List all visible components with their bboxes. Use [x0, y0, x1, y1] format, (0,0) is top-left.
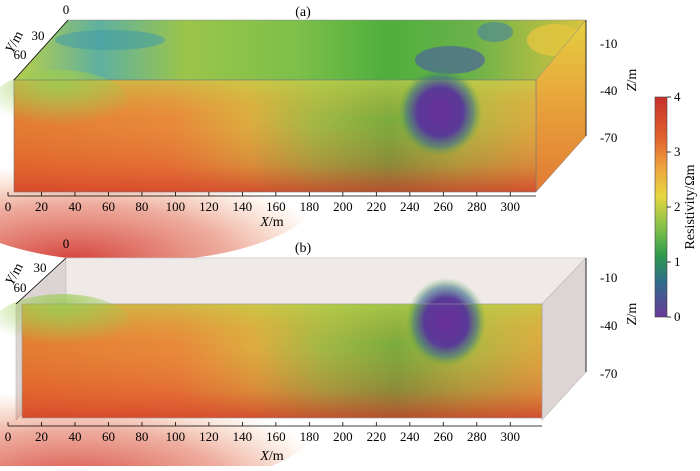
- panel-b-top-face: [15, 257, 587, 305]
- panel-a-top-blue-patch-2: [415, 46, 485, 74]
- panel-a-low-anomaly: [398, 68, 482, 156]
- panel-a-x-tick-label: 80: [135, 199, 148, 214]
- panel-b-x-tick-label: 300: [501, 429, 521, 444]
- panel-a-x-tick-label: 200: [333, 199, 353, 214]
- panel-b-x-tick-label: 220: [367, 429, 387, 444]
- panel-b-x-axis: X/m 0 20 40 60 80 100 120 140 160 180 200 220 240 260…: [5, 422, 542, 464]
- panel-b-y-axis: 0 30 60 Y/m: [3, 236, 70, 305]
- panel-b-z-tick-40: -40: [600, 318, 617, 333]
- panel-a-y-tick-60: 60: [14, 47, 27, 62]
- colorbar-tick-label: 4: [674, 89, 681, 104]
- panel-a-x-tick-label: 0: [5, 199, 12, 214]
- panel-b-green-lobe: [0, 294, 132, 358]
- panel-b-x-tick-label: 140: [233, 429, 253, 444]
- panel-b-x-tick-label: 60: [102, 429, 115, 444]
- panel-a-top-blue-patch-3: [477, 22, 513, 42]
- panel-b-x-tick-label: 180: [300, 429, 320, 444]
- panel-b: (b) 0 30 60 Y/m -10 -40 -70 Z/m X/m 0 20 4…: [0, 236, 640, 471]
- panel-a-x-tick-label: 100: [166, 199, 186, 214]
- panel-a-x-axis: X/m 0 20 40 60 80 100 120 140 160 180 200 220 240 260…: [5, 192, 536, 230]
- colorbar-gradient: [654, 96, 668, 318]
- panel-a-z-axis: -10 -40 -70 Z/m: [585, 20, 640, 145]
- panel-b-x-tick-label: 100: [166, 429, 186, 444]
- colorbar-tick-label: 2: [674, 199, 681, 214]
- panel-a-y-axis: 0 30 60 Y/m: [3, 2, 70, 81]
- panel-b-x-tick-label: 40: [68, 429, 81, 444]
- panel-b-y-tick-60: 60: [14, 280, 27, 295]
- panel-b-x-tick-label: 120: [199, 429, 219, 444]
- panel-a-x-tick-label: 240: [400, 199, 420, 214]
- panel-b-y-tick-30: 30: [34, 260, 47, 275]
- panel-a-z-tick-70: -70: [600, 130, 617, 145]
- panel-b-front-outline: [21, 303, 543, 419]
- panel-b-x-title: X/m: [259, 449, 283, 464]
- panel-b-z-title: Z/m: [625, 303, 640, 326]
- panel-b-z-tick-70: -70: [600, 366, 617, 381]
- panel-b-y-title: Y/m: [3, 261, 27, 288]
- panel-b-x-tick-label: 0: [5, 429, 12, 444]
- panel-a-x-tick-label: 300: [501, 199, 521, 214]
- panel-a-y-tick-30: 30: [32, 28, 45, 43]
- panel-a-z-tick-10: -10: [600, 36, 617, 51]
- panel-a-green-lobe: [0, 70, 130, 140]
- panel-a-y-title: Y/m: [3, 29, 27, 56]
- colorbar-tick-label: 0: [674, 309, 681, 324]
- panel-a-z-tick-40: -40: [600, 83, 617, 98]
- panel-b-y-axis-line: [15, 257, 67, 305]
- panel-a-x-tick-label: 40: [68, 199, 81, 214]
- colorbar: Resistivity/Ωm 4 3 2 1 0: [654, 89, 698, 324]
- panel-b-x-tick-label: 260: [434, 429, 454, 444]
- panel-b-z-axis: -10 -40 -70 Z/m: [585, 258, 640, 381]
- panel-a-x-tick-label: 20: [35, 199, 48, 214]
- panel-b-x-tick-label: 240: [400, 429, 420, 444]
- panel-a-x-tick-label: 140: [233, 199, 253, 214]
- panel-a-x-tick-label: 60: [102, 199, 115, 214]
- panel-a-x-tick-label: 180: [300, 199, 320, 214]
- panel-a-x-tick-label: 280: [467, 199, 487, 214]
- panel-b-y-tick-0: 0: [63, 236, 70, 251]
- panel-a-x-title: X/m: [259, 215, 283, 230]
- panel-b-high-anomaly: [0, 346, 320, 471]
- panel-b-label: (b): [295, 241, 312, 256]
- colorbar-tick-label: 1: [674, 254, 681, 269]
- panel-b-x-tick-label: 160: [266, 429, 286, 444]
- panel-a-x-tick-label: 160: [266, 199, 286, 214]
- panel-b-low-anomaly: [406, 278, 486, 366]
- panel-b-z-tick-10: -10: [600, 270, 617, 285]
- panel-a-z-title: Z/m: [625, 69, 640, 92]
- panel-b-x-tick-label: 20: [35, 429, 48, 444]
- panel-a-top-blue-patch: [55, 30, 165, 50]
- panel-a-label: (a): [295, 5, 311, 20]
- panel-a-front-outline: [13, 79, 537, 193]
- panel-a-x-tick-label: 220: [367, 199, 387, 214]
- colorbar-tick-label: 3: [674, 144, 681, 159]
- panel-b-x-tick-label: 80: [135, 429, 148, 444]
- panel-b-x-tick-label: 200: [333, 429, 353, 444]
- panel-a-y-tick-0: 0: [63, 2, 70, 17]
- colorbar-label: Resistivity/Ωm: [683, 164, 698, 249]
- panel-a-x-tick-label: 120: [199, 199, 219, 214]
- panel-a: (a) 0 30 60 Y/m -10 -40 -70 Z/m X/m 0 20 4…: [0, 2, 640, 262]
- panel-a-y-axis-line: [13, 19, 69, 81]
- panel-b-x-tick-label: 280: [467, 429, 487, 444]
- panel-a-x-tick-label: 260: [434, 199, 454, 214]
